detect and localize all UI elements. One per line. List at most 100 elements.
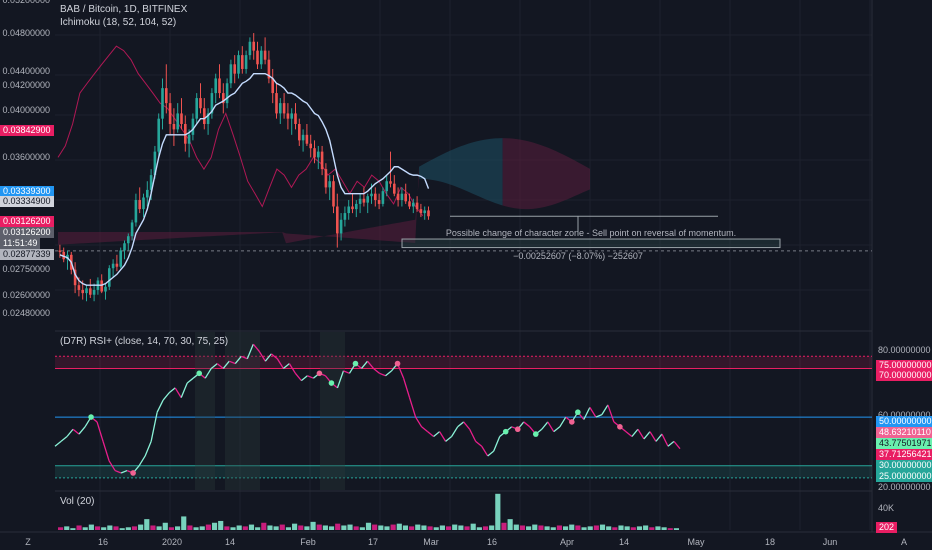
volume-bar[interactable] [64,526,70,530]
volume-bar[interactable] [242,526,248,530]
candle-body[interactable] [256,50,259,65]
candle-body[interactable] [381,191,385,204]
candle-body[interactable] [134,200,138,223]
candle-body[interactable] [191,118,195,135]
candle-body[interactable] [108,268,111,287]
volume-bar[interactable] [144,519,150,530]
candle-body[interactable] [419,209,423,214]
volume-bar[interactable] [384,526,390,530]
volume-bar[interactable] [156,526,162,530]
candle-body[interactable] [203,108,206,124]
volume-bar[interactable] [421,525,427,530]
volume-bar[interactable] [501,522,507,530]
volume-bar[interactable] [150,525,156,530]
candle-body[interactable] [214,78,217,94]
volume-bar[interactable] [482,526,489,530]
candle-body[interactable] [89,288,92,295]
candle-body[interactable] [153,151,157,176]
candle-body[interactable] [241,55,244,69]
candle-body[interactable] [351,206,354,210]
candle-body[interactable] [290,113,293,119]
volume-bar[interactable] [372,524,378,530]
candle-body[interactable] [427,210,430,217]
volume-bar[interactable] [211,522,218,530]
volume-bar[interactable] [199,526,205,530]
candle-body[interactable] [366,196,369,203]
candle-body[interactable] [408,201,411,207]
volume-bar[interactable] [445,526,452,530]
candle-body[interactable] [309,143,312,149]
candle-body[interactable] [142,197,145,210]
candle-body[interactable] [298,123,301,141]
rsi-signal-dot[interactable] [617,424,623,430]
volume-bar[interactable] [562,526,569,530]
candle-body[interactable] [123,243,126,251]
candle-body[interactable] [317,151,320,158]
volume-bar[interactable] [661,527,667,530]
candle-body[interactable] [172,123,176,130]
volume-bar[interactable] [94,526,101,530]
volume-pane[interactable] [58,493,679,530]
volume-bar[interactable] [606,526,612,530]
volume-bar[interactable] [569,524,575,530]
candle-body[interactable] [111,263,115,269]
candle-body[interactable] [286,113,290,119]
volume-bar[interactable] [556,525,562,530]
candle-body[interactable] [218,78,221,94]
candle-body[interactable] [343,213,347,220]
volume-bar[interactable] [532,524,538,530]
volume-bar[interactable] [390,524,396,530]
volume-bar[interactable] [193,527,199,530]
candle-body[interactable] [199,98,202,109]
candle-body[interactable] [130,222,134,237]
candle-body[interactable] [332,181,335,207]
volume-bar[interactable] [464,526,470,530]
volume-bar[interactable] [415,524,421,530]
volume-bar[interactable] [353,526,359,530]
volume-bar[interactable] [273,526,279,530]
volume-bar[interactable] [279,524,285,530]
candle-body[interactable] [263,50,267,60]
candle-body[interactable] [252,41,255,51]
volume-bar[interactable] [310,521,316,530]
candle-body[interactable] [176,113,179,130]
volume-bar[interactable] [58,527,64,530]
volume-bar[interactable] [82,527,88,530]
volume-bar[interactable] [599,524,606,530]
candle-body[interactable] [336,206,339,234]
volume-bar[interactable] [267,525,273,530]
volume-bar[interactable] [519,525,526,530]
volume-bar[interactable] [292,523,298,530]
volume-legend[interactable]: Vol (20) [60,496,95,507]
volume-bar[interactable] [452,524,458,530]
volume-bar[interactable] [316,524,322,530]
volume-bar[interactable] [230,527,236,530]
candle-body[interactable] [393,183,396,194]
candle-body[interactable] [195,98,198,119]
candle-body[interactable] [85,288,88,294]
candle-body[interactable] [347,206,350,214]
character-zone-box[interactable] [401,238,781,249]
candle-body[interactable] [282,103,286,114]
rsi-signal-dot[interactable] [532,431,539,437]
volume-bar[interactable] [131,526,138,530]
rsi-signal-dot[interactable] [502,428,509,435]
volume-bar[interactable] [439,525,445,530]
rsi-signal-dot[interactable] [352,360,359,367]
volume-bar[interactable] [550,527,556,530]
volume-bar[interactable] [507,519,513,530]
candle-body[interactable] [180,113,183,124]
volume-bar[interactable] [328,526,335,530]
candle-body[interactable] [237,55,240,74]
volume-bar[interactable] [612,527,618,530]
volume-bar[interactable] [304,526,310,530]
volume-bar[interactable] [433,527,439,530]
candle-body[interactable] [358,198,362,204]
candle-body[interactable] [100,280,103,292]
candle-body[interactable] [362,198,366,203]
candle-body[interactable] [377,200,381,204]
candle-body[interactable] [58,250,62,252]
candles[interactable] [58,33,430,302]
volume-bar[interactable] [255,527,261,530]
candle-body[interactable] [119,250,122,267]
